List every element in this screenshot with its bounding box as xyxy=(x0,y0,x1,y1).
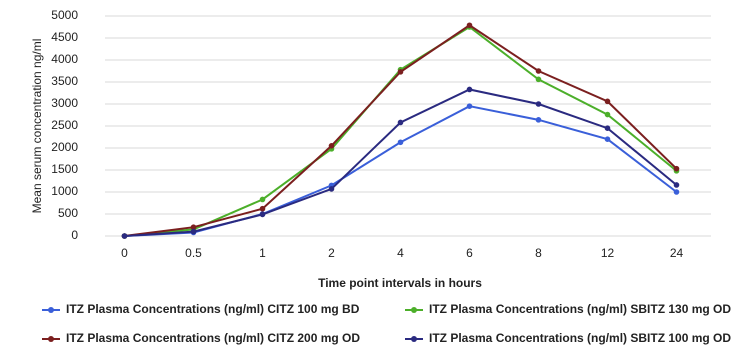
x-tick-label: 12 xyxy=(601,246,615,260)
point xyxy=(673,182,680,188)
series-line xyxy=(124,25,678,237)
x-tick-label: 0 xyxy=(121,246,128,260)
y-tick-label: 5000 xyxy=(51,8,78,22)
point xyxy=(466,103,473,109)
y-tick-label: 1000 xyxy=(51,184,78,198)
point xyxy=(397,119,404,126)
point xyxy=(397,69,404,75)
point xyxy=(466,86,473,93)
point xyxy=(190,224,197,230)
y-tick-label: 2000 xyxy=(51,140,78,154)
point xyxy=(673,165,680,172)
point xyxy=(328,143,335,149)
legend-marker xyxy=(411,336,417,342)
legend-marker xyxy=(411,307,417,313)
x-axis-title: Time point intervals in hours xyxy=(318,276,482,290)
legend-label: ITZ Plasma Concentrations (ng/ml) SBITZ … xyxy=(429,302,731,316)
x-tick-label: 0.5 xyxy=(185,246,202,260)
legend-marker xyxy=(48,336,54,342)
point xyxy=(535,68,542,74)
point xyxy=(535,101,542,107)
x-tick-label: 1 xyxy=(259,246,266,260)
point xyxy=(604,125,611,131)
x-tick-label: 6 xyxy=(466,246,473,260)
point xyxy=(535,76,542,83)
point xyxy=(604,98,611,105)
y-tick-label: 1500 xyxy=(51,162,78,176)
y-axis-title: Mean serum concentration ng/ml xyxy=(30,39,44,214)
x-tick-label: 24 xyxy=(670,246,684,260)
legend-label: ITZ Plasma Concentrations (ng/ml) CITZ 2… xyxy=(66,331,360,345)
y-tick-label: 3000 xyxy=(51,96,78,110)
point xyxy=(259,211,266,218)
series-line xyxy=(124,24,678,237)
point xyxy=(190,228,197,235)
y-tick-label: 2500 xyxy=(51,118,78,132)
x-tick-label: 4 xyxy=(397,246,404,260)
x-tick-label: 8 xyxy=(535,246,542,260)
y-tick-label: 500 xyxy=(58,206,78,220)
point xyxy=(259,205,266,212)
point xyxy=(604,136,611,142)
y-tick-label: 3500 xyxy=(51,74,78,88)
point xyxy=(673,189,680,195)
point xyxy=(466,22,473,29)
point xyxy=(121,233,128,239)
point xyxy=(604,111,611,118)
x-tick-label: 2 xyxy=(328,246,335,260)
point xyxy=(535,117,542,123)
y-tick-label: 0 xyxy=(71,228,78,242)
legend-marker xyxy=(48,307,54,313)
legend-label: ITZ Plasma Concentrations (ng/ml) SBITZ … xyxy=(429,331,731,345)
point xyxy=(259,196,266,203)
y-tick-label: 4500 xyxy=(51,30,78,44)
point xyxy=(397,139,404,146)
legend-label: ITZ Plasma Concentrations (ng/ml) CITZ 1… xyxy=(66,302,360,316)
y-tick-label: 4000 xyxy=(51,52,78,66)
point xyxy=(328,186,335,192)
